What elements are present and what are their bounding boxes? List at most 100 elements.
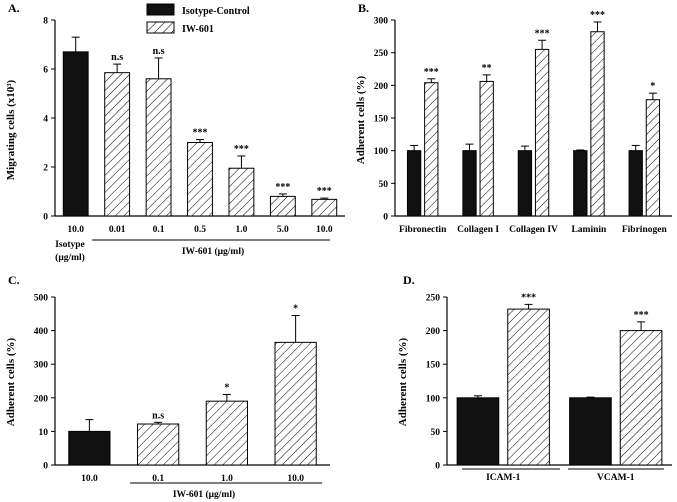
p1-bar [462,150,477,217]
p0-y-tick-label: 4 [43,115,48,125]
p1-y-tick-label: 0 [383,213,388,223]
p2-category-label: 0.1 [152,474,164,484]
p0-significance-label: *** [275,182,290,193]
p2-bar [137,423,180,466]
p0-category-label: 0.01 [109,225,126,235]
p1-significance-label: *** [590,10,605,21]
p0-significance-label: n.s [111,52,123,63]
p1-y-tick-label: 150 [374,115,389,125]
p3-bar [456,397,500,466]
p3-bar [507,308,550,466]
p1-bar [517,150,533,217]
p0-bar [311,198,338,217]
panel-d-ylabel: Adherent cells (%) [397,337,409,426]
p2-y-tick-label: 200 [34,394,49,404]
p1-significance-label: * [650,81,655,92]
p1-y-tick-label: 250 [374,49,389,59]
p3-y-tick-label: 50 [431,428,441,438]
legend-label-hatch: IW-601 [182,24,214,35]
p0-bar [228,167,255,217]
p2-significance-label: * [293,303,298,314]
legend-swatch-solid [146,3,175,16]
p2-category-label: 10.0 [287,474,304,484]
p0-y-tick-label: 8 [43,17,48,27]
p3-y-tick-label: 100 [426,394,441,404]
p1-bar [590,31,605,217]
p0-significance-label: *** [193,128,208,139]
p0-bar [104,72,131,217]
panel-a-group-label: IW-601 (μg/ml) [182,246,244,257]
p0-bar [187,142,213,217]
p3-y-tick-label: 200 [426,327,441,337]
legend: Isotype-Control IW-601 [146,3,250,35]
p2-significance-label: n.s [152,410,164,421]
p1-category-label: Laminin [571,225,607,235]
p3-y-tick-label: 150 [426,361,441,371]
p0-category-label: 10.0 [316,225,333,235]
panel-b-ylabel: Adherent cells (%) [355,75,367,164]
p1-bar [406,150,422,217]
p0-significance-label: n.s [153,46,165,57]
p1-y-tick-label: 200 [374,82,389,92]
p3-y-tick-label: 0 [435,462,440,472]
p0-category-label: 0.1 [153,225,165,235]
p3-category-label: ICAM-1 [486,473,521,483]
p0-bar [62,51,89,217]
p2-category-label: 10.0 [81,474,98,484]
p0-y-tick-label: 0 [43,213,48,223]
p1-y-tick-label: 300 [374,17,389,27]
panel-b-label: B. [358,1,369,15]
panel-c-ylabel: Adherent cells (%) [5,337,17,426]
p0-category-label: 10.0 [67,225,84,235]
p3-y-tick-label: 250 [426,294,441,304]
p2-bar [205,400,248,466]
chart-marks: 0246810.0n.s0.01n.s0.1***0.5***1.0***5.0… [34,10,672,484]
p0-y-tick-label: 6 [43,66,48,76]
legend-swatch-hatch [146,21,175,34]
p3-bar [569,397,612,466]
p0-y-tick-label: 2 [43,164,48,174]
p2-bar [68,430,111,466]
panel-a-isotype-label: Isotype [55,240,85,250]
p1-bar [573,150,588,217]
p3-significance-label: *** [634,310,649,321]
p2-y-tick-label: 300 [34,361,49,371]
panel-a-label: A. [8,1,20,15]
panel-c-label: C. [8,273,20,287]
p0-bar [145,78,172,217]
p2-y-tick-label: 400 [34,327,49,337]
p0-category-label: 5.0 [277,225,289,235]
p0-significance-label: *** [234,144,249,155]
panel-a-ylabel: Migrating cells (x10³) [5,79,17,180]
p3-bar [619,330,663,466]
p1-significance-label: *** [535,28,550,39]
p1-category-label: Collagen I [457,225,499,235]
p3-significance-label: *** [521,292,536,303]
p1-category-label: Fibronectin [399,225,447,235]
p1-significance-label: *** [424,67,439,78]
p1-y-tick-label: 100 [374,147,389,157]
legend-label-solid: Isotype-Control [182,6,250,17]
p2-category-label: 1.0 [221,474,233,484]
p1-bar [479,80,494,217]
p2-y-tick-label: 0 [43,462,48,472]
p2-significance-label: * [224,382,229,393]
p1-significance-label: ** [482,63,492,74]
p0-category-label: 0.5 [194,225,206,235]
panel-c-group-label: IW-601 (μg/ml) [173,489,235,500]
p1-y-tick-label: 50 [379,180,389,190]
p2-bar [274,341,317,466]
p1-bar [628,150,643,217]
p2-y-tick-label: 500 [34,294,49,304]
panel-d-label: D. [403,273,415,287]
p2-y-tick-label: 10 [39,428,49,438]
p1-category-label: Fibrinogen [622,225,668,235]
p1-bar [424,82,439,217]
p3-category-label: VCAM-1 [597,473,635,483]
p1-bar [645,99,661,217]
p0-significance-label: *** [317,186,332,197]
p0-bar [269,195,296,217]
p1-category-label: Collagen IV [509,225,558,235]
p1-bar [534,48,550,217]
